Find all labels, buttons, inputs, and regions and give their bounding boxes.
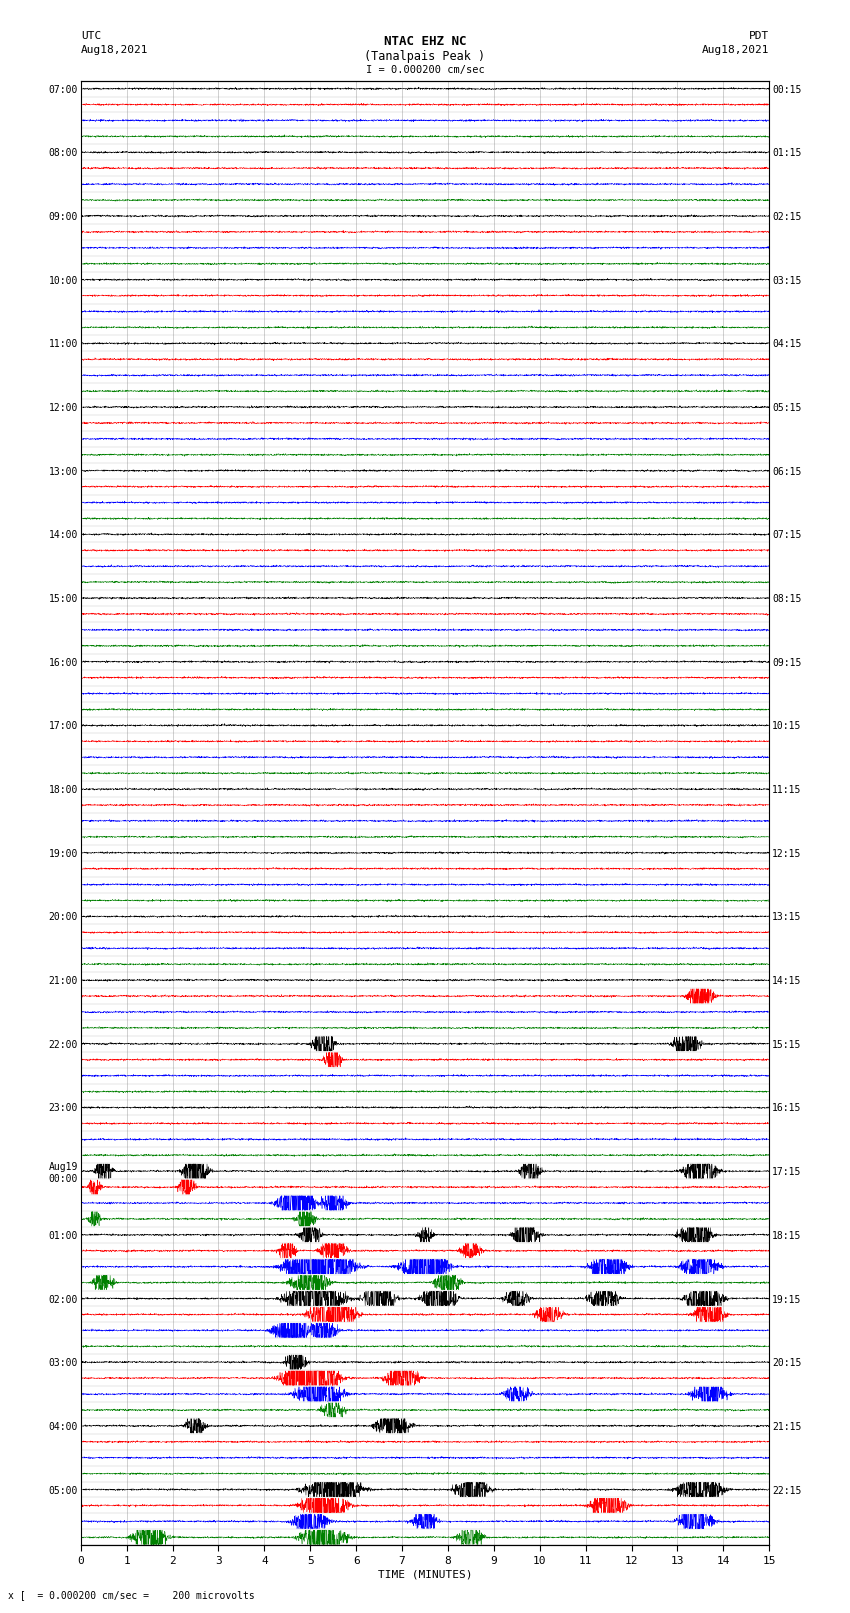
Text: I = 0.000200 cm/sec: I = 0.000200 cm/sec bbox=[366, 65, 484, 74]
Text: PDT: PDT bbox=[749, 31, 769, 40]
Text: Aug18,2021: Aug18,2021 bbox=[702, 45, 769, 55]
Text: NTAC EHZ NC: NTAC EHZ NC bbox=[383, 35, 467, 48]
Text: x [  = 0.000200 cm/sec =    200 microvolts: x [ = 0.000200 cm/sec = 200 microvolts bbox=[8, 1590, 255, 1600]
Text: UTC: UTC bbox=[81, 31, 101, 40]
Text: (Tanalpais Peak ): (Tanalpais Peak ) bbox=[365, 50, 485, 63]
X-axis label: TIME (MINUTES): TIME (MINUTES) bbox=[377, 1569, 473, 1579]
Text: Aug18,2021: Aug18,2021 bbox=[81, 45, 148, 55]
